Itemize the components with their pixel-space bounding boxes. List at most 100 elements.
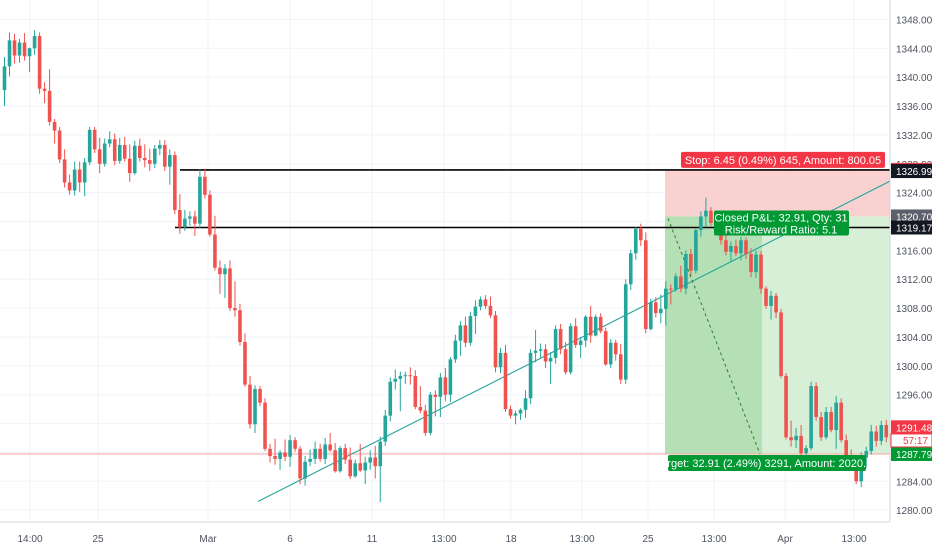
- candle-body: [538, 349, 543, 351]
- candle-body: [809, 386, 813, 449]
- time-tick-label: 13:00: [569, 534, 594, 545]
- price-marker-label: 1291.48: [896, 423, 932, 434]
- candle-body: [208, 194, 212, 235]
- candle-body: [263, 402, 267, 449]
- candle-body: [694, 230, 698, 271]
- candle-body: [884, 425, 889, 438]
- candle: [784, 373, 788, 440]
- candle: [548, 352, 553, 384]
- candle: [153, 145, 157, 169]
- candle-body: [188, 216, 192, 219]
- candle: [132, 140, 137, 175]
- price-tick-label: 1304.00: [896, 333, 932, 344]
- candle: [158, 139, 162, 156]
- candle: [117, 137, 122, 164]
- price-tick-label: 1324.00: [896, 189, 932, 200]
- candle: [32, 30, 37, 55]
- candle: [363, 456, 368, 485]
- candle: [729, 241, 733, 262]
- candle-body: [789, 437, 793, 441]
- candle-body: [468, 316, 473, 343]
- time-tick-label: 6: [287, 534, 293, 545]
- candle: [233, 281, 237, 317]
- candle-body: [488, 305, 493, 316]
- candle-body: [47, 90, 52, 122]
- candle: [198, 169, 202, 228]
- stop-zone: [665, 169, 890, 217]
- candle-body: [679, 276, 683, 289]
- candle-body: [533, 350, 538, 353]
- candle-body: [764, 288, 768, 306]
- candle-body: [543, 349, 548, 362]
- candle: [473, 300, 478, 335]
- candle: [122, 137, 127, 162]
- position-zones: [665, 169, 890, 454]
- candle-body: [754, 254, 758, 273]
- candle-body: [583, 316, 588, 341]
- candle-body: [173, 155, 177, 210]
- candle: [273, 438, 277, 465]
- candle-body: [353, 463, 358, 477]
- candle-body: [328, 444, 332, 451]
- candle: [679, 265, 683, 293]
- candle-body: [794, 435, 798, 441]
- countdown-box: [890, 433, 932, 448]
- candle-body: [323, 444, 327, 459]
- candle: [498, 347, 503, 374]
- candle: [608, 339, 613, 369]
- candle: [588, 305, 593, 343]
- candle: [228, 260, 232, 311]
- candle-body: [684, 253, 688, 289]
- candle: [348, 447, 352, 480]
- candle: [298, 445, 302, 485]
- candle-body: [674, 276, 678, 290]
- candle-body: [744, 240, 748, 254]
- time-tick-label: 11: [367, 534, 378, 545]
- candle: [749, 248, 753, 278]
- candle-body: [638, 228, 643, 241]
- candle: [709, 207, 713, 226]
- candle-body: [628, 253, 633, 285]
- candle: [759, 251, 763, 294]
- candle-body: [578, 340, 583, 345]
- time-tick-label: Mar: [199, 534, 217, 545]
- candle-body: [193, 216, 197, 224]
- candle: [168, 149, 172, 185]
- candle-body: [268, 448, 272, 457]
- candle-body: [338, 448, 342, 472]
- candle: [398, 371, 403, 412]
- candle: [633, 227, 638, 260]
- price-marker-box: [891, 220, 932, 235]
- pnl-label-line2: Risk/Reward Ratio: 5.1: [725, 224, 838, 236]
- candle: [62, 149, 67, 188]
- candle: [178, 194, 182, 234]
- candle: [458, 321, 463, 356]
- candle: [834, 396, 838, 449]
- candle: [699, 211, 703, 237]
- candle-body: [618, 354, 623, 380]
- candle: [628, 249, 633, 291]
- candle-body: [633, 228, 638, 254]
- candle-body: [423, 410, 428, 433]
- target-label: Target: 32.91 (2.49%) 3291, Amount: 2020…: [656, 458, 879, 470]
- candle-body: [473, 306, 478, 317]
- candle-body: [403, 375, 408, 377]
- candle-body: [77, 169, 82, 183]
- candle: [443, 368, 448, 402]
- candle-body: [233, 308, 237, 311]
- candle-body: [258, 388, 262, 403]
- candle: [383, 409, 388, 446]
- candle: [57, 126, 62, 164]
- candle: [618, 344, 623, 384]
- candle: [193, 210, 197, 236]
- candle-body: [12, 40, 17, 56]
- candle: [428, 391, 433, 436]
- candle: [669, 284, 673, 305]
- candle-body: [804, 448, 808, 454]
- candle-body: [418, 406, 423, 411]
- candle-body: [82, 162, 87, 183]
- candle-body: [97, 149, 102, 164]
